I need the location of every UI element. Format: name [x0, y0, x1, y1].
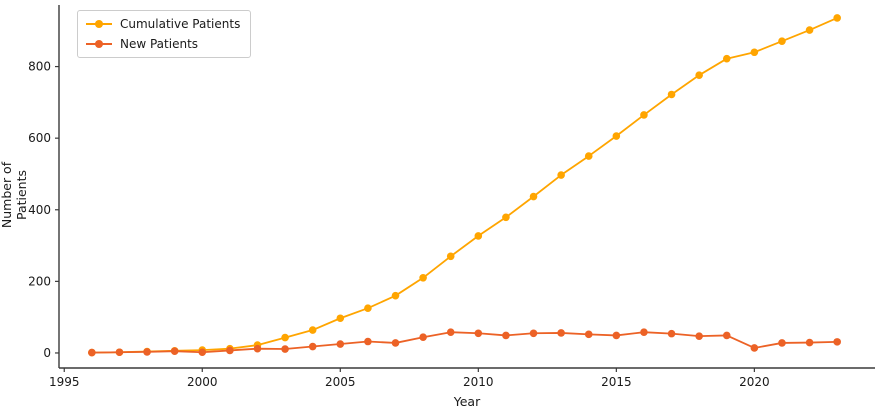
new-patients-marker: [529, 329, 538, 338]
new-patients-marker: [308, 342, 317, 351]
cumulative-patients-marker: [557, 171, 565, 179]
new-patients-marker: [115, 348, 124, 357]
cumulative-patients-marker: [446, 252, 455, 261]
new-patients-marker: [446, 328, 455, 337]
new-patients-marker: [143, 348, 151, 356]
cumulative-patients-marker: [529, 192, 538, 201]
cumulative-patients-marker: [308, 326, 317, 334]
cumulative-patients-marker: [474, 232, 483, 240]
cumulative-patients-marker: [695, 71, 703, 79]
x-tick-label: 2015: [601, 375, 632, 389]
x-tick-label: 2020: [739, 375, 770, 389]
new-patients-marker: [584, 330, 593, 339]
cumulative-patients-marker: [336, 314, 345, 323]
cumulative-patients-marker: [419, 273, 427, 282]
legend-label-new-patients: New Patients: [120, 37, 199, 51]
cumulative-patients-marker: [364, 304, 372, 313]
cumulative-patients-marker: [281, 333, 289, 342]
legend-item-new-patients: New Patients: [86, 37, 240, 51]
new-patients-marker: [474, 329, 483, 338]
x-tick-label: 2005: [325, 375, 356, 389]
legend: Cumulative Patients New Patients: [77, 10, 252, 58]
new-patients-line: [91, 331, 838, 354]
y-axis-label: Number of Patients: [0, 161, 29, 229]
y-tick-label: 400: [28, 203, 51, 217]
cumulative-patients-marker: [640, 111, 648, 119]
new-patients-marker: [419, 333, 427, 342]
new-series-legend-marker-icon: [86, 40, 112, 48]
cumulative-patients-marker: [667, 90, 676, 99]
x-axis-label: Year: [453, 394, 481, 409]
legend-label-cumulative-patients: Cumulative Patients: [120, 17, 241, 31]
new-patients-marker: [391, 339, 400, 347]
new-patients-marker: [281, 345, 289, 353]
cumulative-patients-marker: [391, 291, 400, 300]
cumulative-patients-line: [91, 17, 838, 354]
cumulative-patients-marker: [833, 14, 841, 22]
cumulative-patients-marker: [722, 54, 731, 63]
new-patients-marker: [722, 331, 731, 340]
new-patients-marker: [557, 329, 565, 337]
new-patients-marker: [612, 331, 621, 340]
new-patients-marker: [695, 332, 703, 340]
new-patients-marker: [640, 328, 648, 337]
cumulative-series-legend-marker-icon: [86, 20, 112, 28]
cumulative-patients-marker: [612, 132, 621, 140]
new-patients-marker: [336, 340, 345, 348]
new-patients-marker: [364, 337, 372, 346]
cumulative-patients-marker: [805, 26, 814, 34]
x-tick-label: 1995: [49, 375, 80, 389]
new-patients-marker: [750, 344, 759, 352]
cumulative-patients-marker: [584, 152, 593, 160]
new-patients-marker: [667, 329, 676, 338]
legend-item-cumulative-patients: Cumulative Patients: [86, 17, 240, 31]
cumulative-patients-marker: [750, 48, 759, 57]
new-patients-marker: [253, 344, 262, 353]
new-patients-marker: [170, 347, 179, 355]
cumulative-patients-marker: [778, 37, 786, 45]
y-tick-label: 200: [28, 274, 51, 288]
x-tick-label: 2010: [463, 375, 494, 389]
y-tick-label: 0: [43, 346, 51, 360]
new-patients-marker: [778, 339, 786, 347]
new-patients-marker: [226, 346, 234, 355]
x-tick-label: 2000: [187, 375, 218, 389]
new-patients-marker: [502, 331, 510, 340]
new-patients-marker: [198, 348, 207, 357]
y-tick-label: 800: [28, 60, 51, 74]
y-tick-label: 600: [28, 131, 51, 145]
new-patients-marker: [805, 338, 814, 347]
cumulative-patients-marker: [502, 213, 510, 222]
new-patients-marker: [88, 348, 96, 357]
new-patients-marker: [833, 338, 841, 346]
